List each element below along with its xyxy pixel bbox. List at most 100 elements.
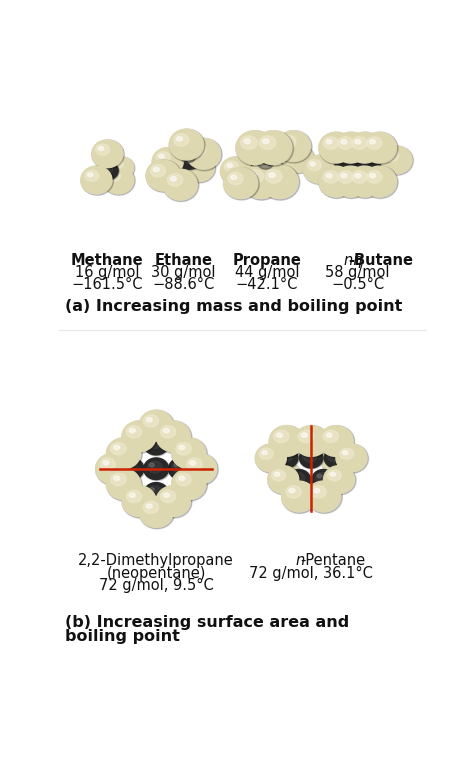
Ellipse shape [347, 133, 382, 163]
Ellipse shape [275, 448, 298, 468]
Ellipse shape [187, 158, 201, 169]
Ellipse shape [303, 451, 317, 462]
Ellipse shape [114, 162, 118, 165]
Ellipse shape [193, 146, 200, 150]
Ellipse shape [281, 136, 296, 148]
Ellipse shape [255, 131, 293, 166]
Ellipse shape [107, 469, 142, 501]
Ellipse shape [289, 151, 294, 155]
Ellipse shape [144, 482, 170, 505]
Ellipse shape [96, 162, 118, 180]
Text: n: n [296, 553, 305, 568]
Ellipse shape [258, 156, 273, 169]
Ellipse shape [385, 150, 399, 162]
Ellipse shape [163, 169, 199, 202]
Ellipse shape [146, 504, 152, 508]
Ellipse shape [343, 451, 348, 455]
Ellipse shape [169, 458, 193, 479]
Ellipse shape [179, 445, 185, 450]
Ellipse shape [324, 466, 355, 493]
Ellipse shape [310, 162, 315, 166]
Ellipse shape [122, 485, 156, 517]
Ellipse shape [146, 160, 180, 190]
Text: -Butane: -Butane [348, 253, 413, 268]
Text: ​η​: ​η​ [353, 253, 362, 268]
Ellipse shape [150, 165, 165, 177]
Ellipse shape [347, 166, 383, 198]
Ellipse shape [278, 469, 283, 472]
Ellipse shape [261, 165, 300, 200]
Ellipse shape [358, 164, 363, 168]
Text: 58 g/mol: 58 g/mol [325, 265, 390, 280]
Ellipse shape [190, 161, 195, 165]
Ellipse shape [107, 438, 141, 469]
Ellipse shape [170, 177, 176, 181]
Ellipse shape [228, 172, 243, 184]
Ellipse shape [224, 168, 259, 200]
Ellipse shape [220, 157, 251, 184]
Text: 44 g/mol: 44 g/mol [235, 265, 299, 280]
Ellipse shape [301, 433, 307, 437]
Ellipse shape [88, 173, 93, 177]
Ellipse shape [353, 159, 377, 181]
Text: Ethane: Ethane [154, 253, 212, 268]
Ellipse shape [283, 145, 315, 174]
Ellipse shape [324, 448, 347, 468]
Text: 72 g/mol, 36.1°C: 72 g/mol, 36.1°C [249, 565, 373, 581]
Ellipse shape [341, 139, 347, 144]
Ellipse shape [237, 161, 264, 185]
Ellipse shape [286, 149, 300, 160]
Ellipse shape [122, 485, 158, 518]
Ellipse shape [254, 153, 280, 176]
Ellipse shape [119, 458, 144, 479]
Ellipse shape [352, 137, 367, 149]
Ellipse shape [387, 152, 393, 157]
Ellipse shape [339, 150, 364, 171]
Ellipse shape [347, 166, 382, 197]
Ellipse shape [149, 488, 154, 491]
Ellipse shape [103, 166, 134, 194]
Text: −42.1°C: −42.1°C [236, 277, 298, 292]
Ellipse shape [319, 426, 353, 456]
Ellipse shape [356, 162, 370, 173]
Ellipse shape [326, 139, 332, 144]
Ellipse shape [328, 470, 341, 481]
Ellipse shape [312, 469, 335, 489]
Ellipse shape [338, 137, 353, 149]
Ellipse shape [319, 133, 355, 165]
Ellipse shape [111, 473, 126, 485]
Ellipse shape [183, 154, 216, 183]
Ellipse shape [122, 421, 156, 452]
Ellipse shape [112, 160, 123, 168]
Ellipse shape [352, 171, 367, 183]
Text: boiling point: boiling point [65, 629, 180, 644]
Ellipse shape [149, 438, 154, 442]
Ellipse shape [144, 434, 170, 456]
Text: n: n [344, 253, 353, 268]
Ellipse shape [261, 165, 298, 198]
Ellipse shape [227, 164, 232, 168]
Ellipse shape [224, 168, 258, 198]
Ellipse shape [355, 174, 361, 178]
Ellipse shape [146, 160, 182, 192]
Ellipse shape [366, 171, 382, 183]
Ellipse shape [282, 481, 316, 512]
Ellipse shape [156, 421, 192, 453]
Ellipse shape [170, 165, 175, 169]
Ellipse shape [187, 458, 202, 470]
Ellipse shape [312, 469, 337, 491]
Text: (neopentane): (neopentane) [107, 565, 206, 581]
Ellipse shape [107, 170, 120, 181]
Ellipse shape [322, 450, 351, 476]
Text: −0.5°C: −0.5°C [331, 277, 384, 292]
Ellipse shape [336, 444, 367, 472]
Ellipse shape [164, 160, 191, 183]
Ellipse shape [341, 174, 347, 178]
Ellipse shape [243, 166, 248, 170]
Ellipse shape [319, 166, 355, 198]
Ellipse shape [326, 454, 338, 464]
Ellipse shape [276, 131, 310, 162]
Ellipse shape [103, 461, 109, 465]
Ellipse shape [268, 466, 299, 493]
Ellipse shape [92, 140, 123, 168]
